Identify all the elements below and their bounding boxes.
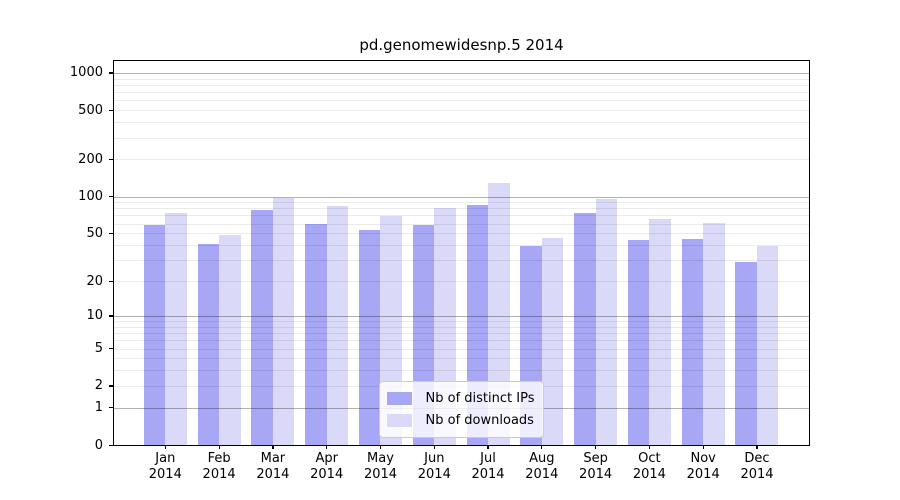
bar-downloads-mar	[272, 198, 295, 445]
bar-downloads-nov	[703, 222, 725, 445]
x-tick-mark	[379, 445, 382, 449]
y-tick-label: 0	[94, 437, 103, 453]
x-tick-label-may: May 2014	[363, 451, 398, 482]
y-tick-label: 50	[86, 225, 103, 241]
y-tick-mark	[109, 109, 114, 111]
x-tick-label-oct: Oct 2014	[632, 451, 666, 482]
y-tick-label: 200	[78, 151, 103, 167]
x-tick-mark	[702, 445, 704, 449]
x-tick-mark	[595, 445, 597, 449]
bar-downloads-jan	[165, 212, 187, 445]
bar-downloads-dec	[756, 246, 779, 445]
legend-label-distinct-ips: Nb of distinct IPs	[425, 390, 535, 406]
bar-downloads-jul	[488, 182, 510, 445]
x-tick-mark	[164, 445, 166, 449]
x-tick-label-mar: Mar 2014	[256, 451, 290, 482]
bar-downloads-sep	[595, 198, 618, 445]
bar-downloads-apr	[326, 206, 349, 445]
x-tick-mark	[272, 445, 274, 449]
legend: Nb of distinct IPs Nb of downloads	[378, 381, 545, 438]
x-tick-label-jul: Jul 2014	[471, 451, 505, 482]
y-tick-mark	[109, 232, 114, 235]
y-tick-label: 1	[94, 400, 103, 416]
bar-distinct-ips-oct	[627, 240, 650, 445]
bar-distinct-ips-jan	[143, 225, 166, 445]
y-tick-mark	[109, 72, 114, 74]
x-tick-label-jun: Jun 2014	[417, 451, 451, 482]
x-tick-label-nov: Nov 2014	[686, 451, 720, 482]
x-tick-mark	[326, 445, 328, 449]
y-tick-mark	[109, 348, 114, 350]
y-tick-mark	[109, 280, 114, 282]
x-tick-mark	[756, 445, 758, 449]
y-tick-label: 1000	[69, 65, 103, 81]
chart-title: pd.genomewidesnp.5 2014	[359, 36, 564, 54]
y-tick-mark	[109, 444, 114, 446]
y-tick-label: 500	[78, 102, 103, 118]
x-tick-label-jan: Jan 2014	[148, 451, 182, 482]
legend-label-downloads: Nb of downloads	[425, 412, 534, 428]
y-tick-label: 10	[86, 308, 103, 324]
x-tick-mark	[433, 445, 435, 449]
legend-swatch-distinct-ips	[386, 391, 412, 405]
x-tick-label-sep: Sep 2014	[579, 451, 613, 482]
bar-distinct-ips-may	[358, 230, 381, 445]
x-tick-label-apr: Apr 2014	[310, 451, 344, 482]
x-tick-mark	[541, 445, 543, 449]
bar-distinct-ips-sep	[574, 213, 596, 445]
legend-item-downloads: Nb of downloads	[386, 409, 535, 431]
bar-downloads-oct	[649, 219, 671, 445]
bar-downloads-feb	[219, 235, 241, 445]
bar-downloads-aug	[541, 237, 564, 445]
y-tick-label: 5	[94, 341, 103, 356]
y-tick-label: 100	[78, 189, 103, 204]
x-tick-mark	[487, 445, 489, 449]
y-tick-label: 2	[94, 378, 103, 394]
bar-distinct-ips-feb	[197, 243, 220, 445]
y-tick-mark	[109, 315, 114, 317]
bar-distinct-ips-apr	[305, 223, 327, 445]
x-tick-label-aug: Aug 2014	[525, 451, 559, 482]
legend-item-distinct-ips: Nb of distinct IPs	[386, 387, 535, 409]
plot-area: Nb of distinct IPs Nb of downloads	[113, 60, 810, 446]
x-tick-mark	[218, 445, 220, 449]
y-tick-label: 20	[86, 273, 103, 289]
y-tick-mark	[109, 407, 114, 409]
x-tick-mark	[648, 445, 651, 449]
bar-distinct-ips-dec	[735, 261, 757, 445]
y-tick-mark	[109, 196, 114, 198]
bar-distinct-ips-mar	[251, 209, 273, 445]
legend-swatch-downloads	[386, 413, 412, 427]
y-tick-mark	[109, 158, 114, 161]
x-tick-label-feb: Feb 2014	[202, 451, 236, 482]
x-tick-label-dec: Dec 2014	[740, 451, 774, 482]
bar-distinct-ips-nov	[681, 238, 704, 445]
y-tick-mark	[109, 385, 114, 387]
